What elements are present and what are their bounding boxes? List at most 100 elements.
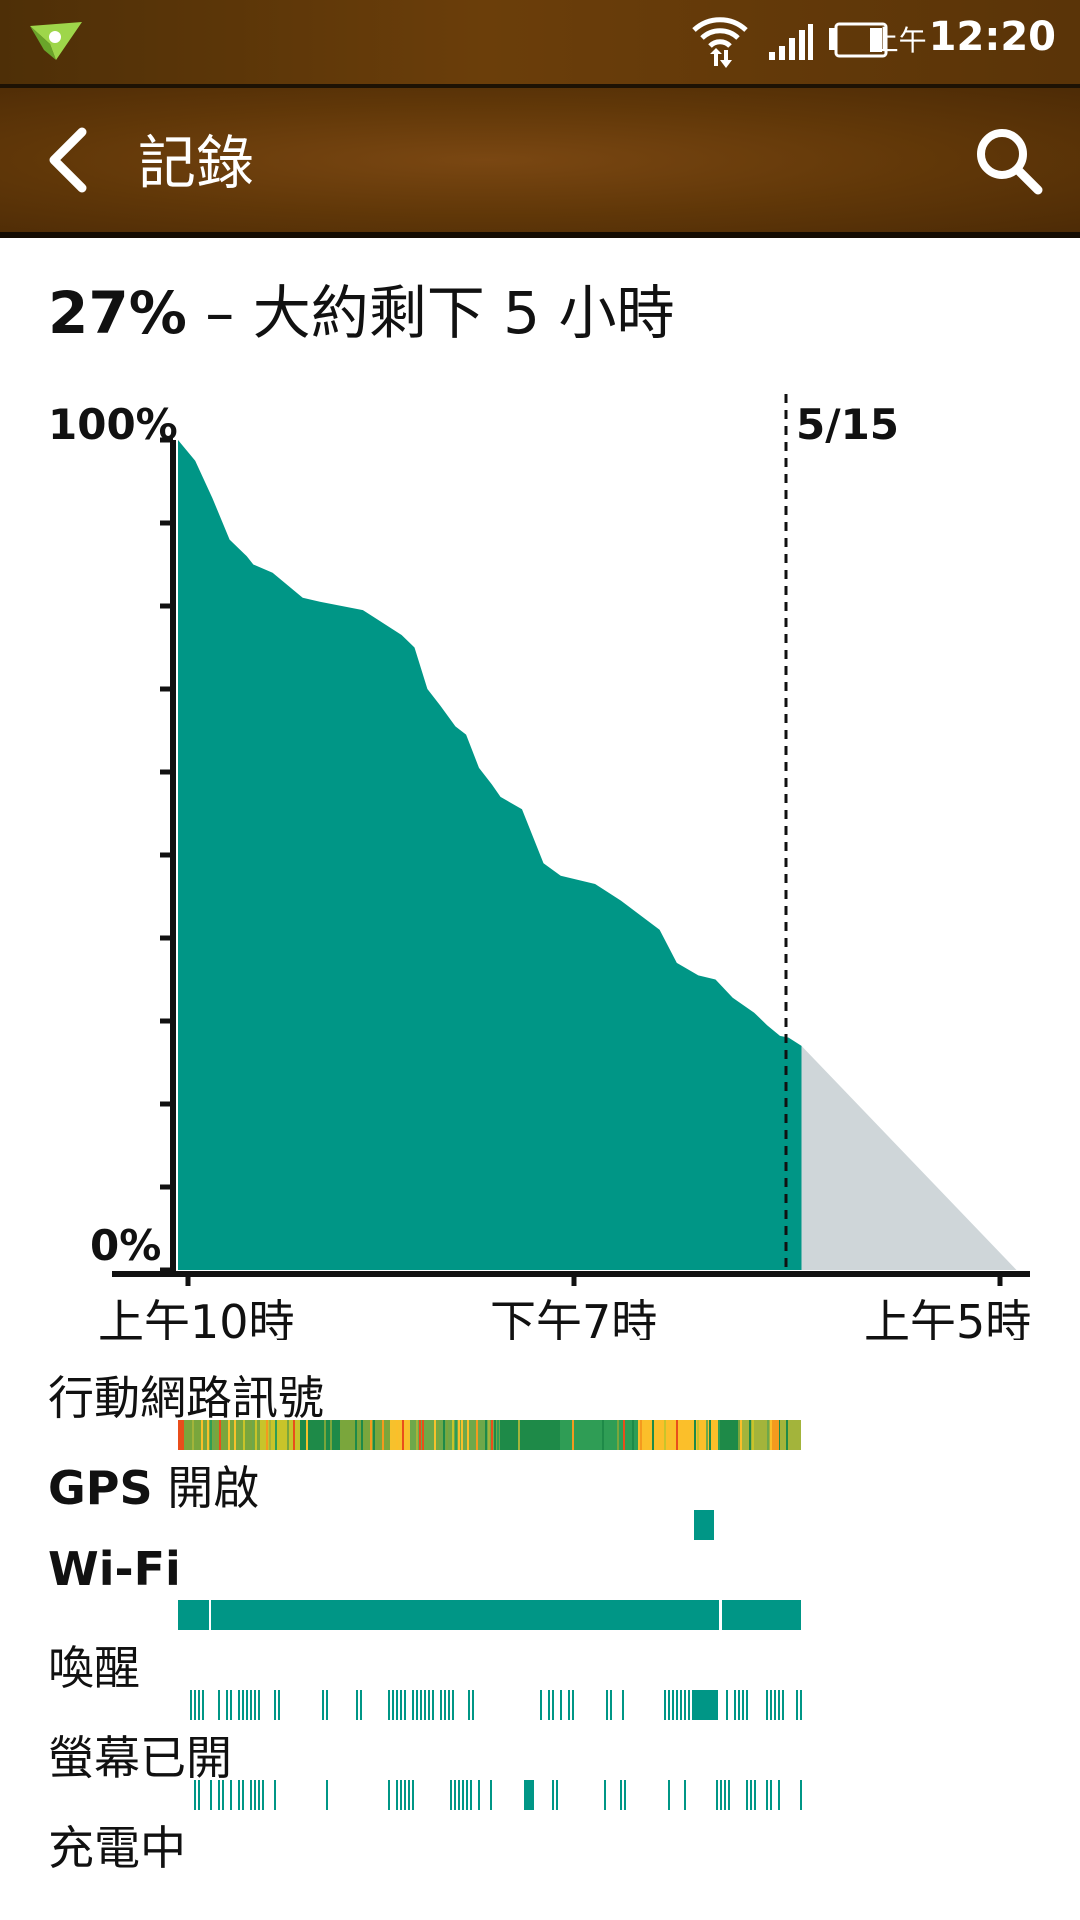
signal-segment xyxy=(275,1420,277,1450)
awake-stripe xyxy=(552,1690,554,1720)
row-label-gps: GPS 開啟 xyxy=(48,1452,259,1518)
awake-stripe xyxy=(796,1690,798,1720)
signal-segment xyxy=(638,1420,640,1450)
awake-stripe xyxy=(218,1690,220,1720)
awake-stripe xyxy=(388,1690,390,1720)
battery-percent: 27% xyxy=(48,279,187,347)
signal-segment xyxy=(361,1420,363,1450)
signal-segment xyxy=(458,1420,460,1450)
screen-stripe xyxy=(230,1780,232,1810)
awake-stripe xyxy=(396,1690,398,1720)
signal-segment xyxy=(184,1420,186,1450)
screen-stripe xyxy=(800,1780,802,1810)
awake-stripe xyxy=(746,1690,748,1720)
screen-stripe xyxy=(778,1780,780,1810)
wifi-bar xyxy=(178,1600,801,1630)
signal-segment xyxy=(252,1420,254,1450)
signal-segment xyxy=(752,1420,754,1450)
screen-stripe xyxy=(450,1780,452,1810)
row-label-wifi: Wi-Fi xyxy=(48,1542,181,1596)
screen-stripe xyxy=(194,1780,196,1810)
signal-segment xyxy=(201,1420,203,1450)
awake-stripe xyxy=(800,1690,802,1720)
signal-segment xyxy=(718,1420,720,1450)
signal-segment xyxy=(243,1420,245,1450)
projection-area xyxy=(801,1045,1017,1270)
awake-stripe xyxy=(684,1690,686,1720)
search-button[interactable] xyxy=(966,118,1050,202)
screen-stripe xyxy=(524,1780,534,1810)
screen-stripe xyxy=(552,1780,554,1810)
screen-stripe xyxy=(218,1780,220,1810)
signal-segment xyxy=(234,1420,236,1450)
signal-segment xyxy=(287,1420,289,1450)
awake-stripe xyxy=(326,1690,328,1720)
row-label-gps-bold: GPS xyxy=(48,1461,153,1515)
awake-stripe xyxy=(424,1690,426,1720)
signal-segment xyxy=(679,1420,681,1450)
screen-stripe xyxy=(724,1780,726,1810)
awake-stripe xyxy=(692,1690,718,1720)
screen-stripe xyxy=(404,1780,406,1810)
awake-stripe xyxy=(404,1690,406,1720)
awake-stripe xyxy=(568,1690,570,1720)
screen-stripe xyxy=(326,1780,328,1810)
signal-segment xyxy=(664,1420,666,1450)
signal-segment xyxy=(488,1420,490,1450)
signal-segment xyxy=(461,1420,463,1450)
back-button[interactable] xyxy=(28,118,118,202)
signal-segment xyxy=(635,1420,637,1450)
battery-icon xyxy=(829,22,888,58)
awake-stripe xyxy=(432,1690,434,1720)
awake-stripe xyxy=(360,1690,362,1720)
signal-segment xyxy=(770,1420,780,1450)
row-label-gps-text: 開啟 xyxy=(152,1461,260,1515)
signal-segment xyxy=(623,1420,625,1450)
signal-segment xyxy=(602,1420,604,1450)
awake-stripe xyxy=(412,1690,414,1720)
signal-segment xyxy=(500,1420,560,1450)
awake-stripe xyxy=(770,1690,772,1720)
awake-stripe xyxy=(560,1690,562,1720)
awake-stripe xyxy=(548,1690,550,1720)
screen-stripe xyxy=(408,1780,410,1810)
signal-segment xyxy=(709,1420,711,1450)
signal-segment xyxy=(228,1420,230,1450)
awake-stripe xyxy=(540,1690,542,1720)
signal-segment xyxy=(670,1420,672,1450)
action-bar: 記錄 xyxy=(0,88,1080,238)
signal-segment xyxy=(749,1420,751,1450)
screen-stripe xyxy=(274,1780,276,1810)
wifi-gap xyxy=(719,1600,722,1630)
screen-stripe xyxy=(754,1780,756,1810)
signal-segment xyxy=(219,1420,221,1450)
awake-stripe xyxy=(664,1690,666,1720)
signal-segment xyxy=(422,1420,424,1450)
signal-segment xyxy=(712,1420,714,1450)
awake-stripe xyxy=(242,1690,244,1720)
signal-segment xyxy=(405,1420,407,1450)
screen-stripe xyxy=(478,1780,480,1810)
signal-segment xyxy=(770,1420,772,1450)
signal-segment xyxy=(207,1420,209,1450)
row-label-cell-signal: 行動網路訊號 xyxy=(48,1371,324,1425)
awake-stripe xyxy=(606,1690,608,1720)
signal-segment xyxy=(446,1420,448,1450)
paper-plane-icon xyxy=(30,22,82,60)
signal-segment xyxy=(740,1420,742,1450)
awake-stripe xyxy=(766,1690,768,1720)
signal-segment xyxy=(697,1420,699,1450)
signal-segment xyxy=(738,1420,740,1450)
wifi-segment xyxy=(178,1600,801,1630)
screen-stripe xyxy=(462,1780,464,1810)
screen-stripe xyxy=(668,1780,670,1810)
signal-segment xyxy=(485,1420,487,1450)
awake-stripe xyxy=(246,1690,248,1720)
screen-stripe xyxy=(466,1780,468,1810)
signal-segment xyxy=(396,1420,398,1450)
awake-stripe xyxy=(194,1690,196,1720)
screen-stripe xyxy=(454,1780,456,1810)
screen-stripe xyxy=(750,1780,752,1810)
signal-segment xyxy=(186,1420,260,1450)
row-label-awake: 喚醒 xyxy=(48,1641,140,1695)
